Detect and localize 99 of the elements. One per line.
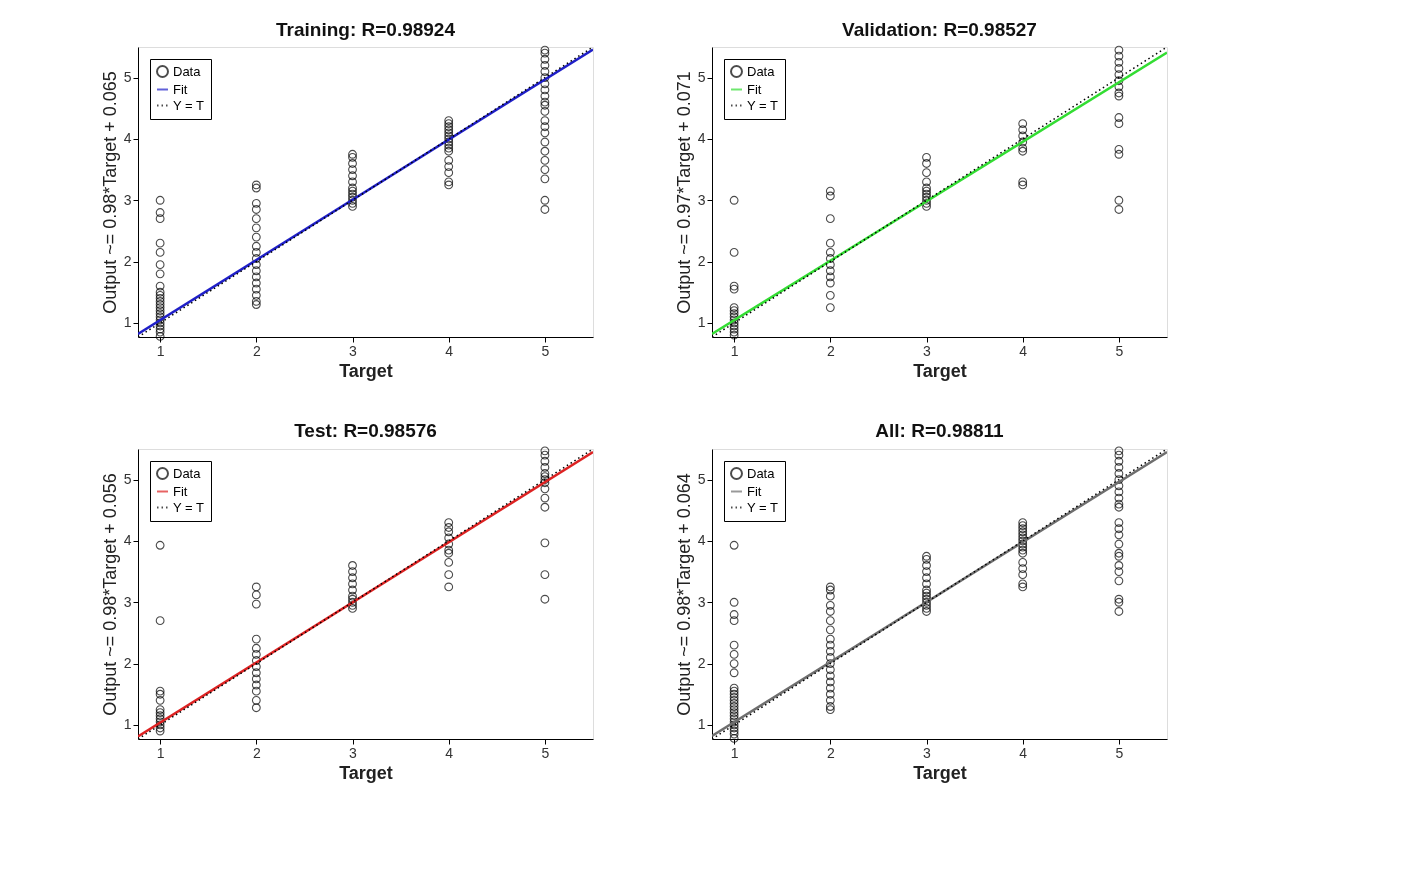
legend-label: Fit (747, 81, 762, 97)
point (1018, 119, 1028, 129)
point (1114, 195, 1124, 205)
x-tick-label: 3 (349, 744, 358, 761)
point (1114, 45, 1124, 55)
x-tick-label: 1 (730, 342, 739, 359)
x-tick-label: 5 (541, 342, 550, 359)
y-tick-label: 1 (697, 314, 706, 331)
point (1114, 119, 1124, 129)
y-tick-label: 1 (123, 314, 132, 331)
legend-label: Y = T (747, 97, 779, 113)
x-tick-label: 5 (1115, 342, 1124, 359)
legend-label: Data (173, 465, 202, 481)
y-tick-label: 5 (697, 471, 706, 488)
y-tick-label: 3 (697, 593, 706, 610)
x-tick-label: 2 (252, 744, 261, 761)
y-tick-label: 3 (123, 191, 132, 208)
chart-title: All: R=0.98811 (875, 419, 1005, 441)
point (825, 290, 835, 300)
chart-title: Test: R=0.98576 (294, 419, 437, 441)
chart-title: Training: R=0.98924 (276, 18, 456, 40)
point (922, 177, 931, 187)
x-axis-title: Target (913, 762, 967, 783)
y-tick-label: 5 (123, 69, 132, 86)
x-tick-label: 1 (730, 744, 739, 761)
y-axis-title: Output ~= 0.98*Target + 0.064 (673, 473, 694, 716)
point (1018, 125, 1028, 135)
point (1114, 70, 1124, 80)
point (1018, 131, 1028, 141)
point (1114, 64, 1124, 73)
chart-title: Validation: R=0.98527 (842, 18, 1037, 40)
point (922, 168, 931, 178)
point (825, 214, 835, 224)
point (1114, 76, 1124, 86)
legend-label: Data (747, 465, 776, 481)
y-axis-title: Output ~= 0.98*Target + 0.056 (99, 473, 120, 716)
legend-label: Data (173, 63, 202, 79)
point (922, 159, 931, 168)
point (1114, 51, 1124, 61)
legend-label: Data (747, 63, 776, 79)
x-tick-label: 4 (445, 744, 454, 761)
point (825, 272, 835, 282)
legend-label: Y = T (173, 499, 205, 515)
x-tick-label: 5 (541, 744, 550, 761)
y-tick-label: 4 (697, 130, 706, 147)
y-tick-label: 1 (123, 716, 132, 733)
x-axis-title: Target (339, 360, 393, 381)
y-tick-label: 3 (123, 593, 132, 610)
y-tick-label: 2 (697, 253, 706, 270)
x-tick-label: 4 (1019, 342, 1028, 359)
x-tick-label: 2 (252, 342, 261, 359)
x-tick-label: 3 (349, 342, 358, 359)
y-tick-label: 2 (697, 655, 706, 672)
y-tick-label: 4 (123, 532, 132, 549)
y-axis-title: Output ~= 0.98*Target + 0.065 (99, 71, 120, 314)
x-tick-label: 4 (445, 342, 454, 359)
y-tick-label: 2 (123, 253, 132, 270)
x-tick-label: 4 (1019, 744, 1028, 761)
legend-label: Fit (173, 483, 188, 499)
point (922, 152, 931, 162)
y-tick-label: 2 (123, 655, 132, 672)
x-tick-label: 3 (923, 744, 932, 761)
point (1018, 137, 1028, 147)
point (825, 247, 835, 257)
y-tick-label: 5 (123, 471, 132, 488)
y-tick-label: 3 (697, 191, 706, 208)
y-tick-label: 4 (697, 532, 706, 549)
point (825, 266, 835, 276)
point (1114, 205, 1124, 214)
x-axis-title: Target (913, 360, 967, 381)
point (1114, 57, 1124, 67)
x-tick-label: 5 (1115, 744, 1124, 761)
legend-label: Fit (747, 483, 762, 499)
point (1114, 113, 1124, 122)
point (825, 186, 835, 196)
point (1114, 144, 1124, 154)
point (825, 254, 835, 263)
point (825, 278, 835, 288)
x-tick-label: 2 (826, 744, 835, 761)
point (825, 191, 835, 201)
point (825, 238, 835, 248)
y-tick-label: 5 (697, 69, 706, 86)
x-tick-label: 1 (156, 342, 165, 359)
x-tick-label: 3 (923, 342, 932, 359)
point (729, 247, 739, 257)
legend-label: Y = T (173, 97, 205, 113)
y-tick-label: 4 (123, 130, 132, 147)
y-axis-title: Output ~= 0.97*Target + 0.071 (673, 71, 694, 314)
y-tick-label: 1 (697, 716, 706, 733)
point (825, 303, 835, 312)
legend-label: Fit (173, 81, 188, 97)
point (1114, 82, 1124, 92)
point (1114, 149, 1124, 159)
x-tick-label: 2 (826, 342, 835, 359)
point (729, 195, 739, 205)
legend-label: Y = T (747, 499, 779, 515)
x-axis-title: Target (339, 762, 393, 783)
x-tick-label: 1 (156, 744, 165, 761)
point (729, 303, 739, 312)
